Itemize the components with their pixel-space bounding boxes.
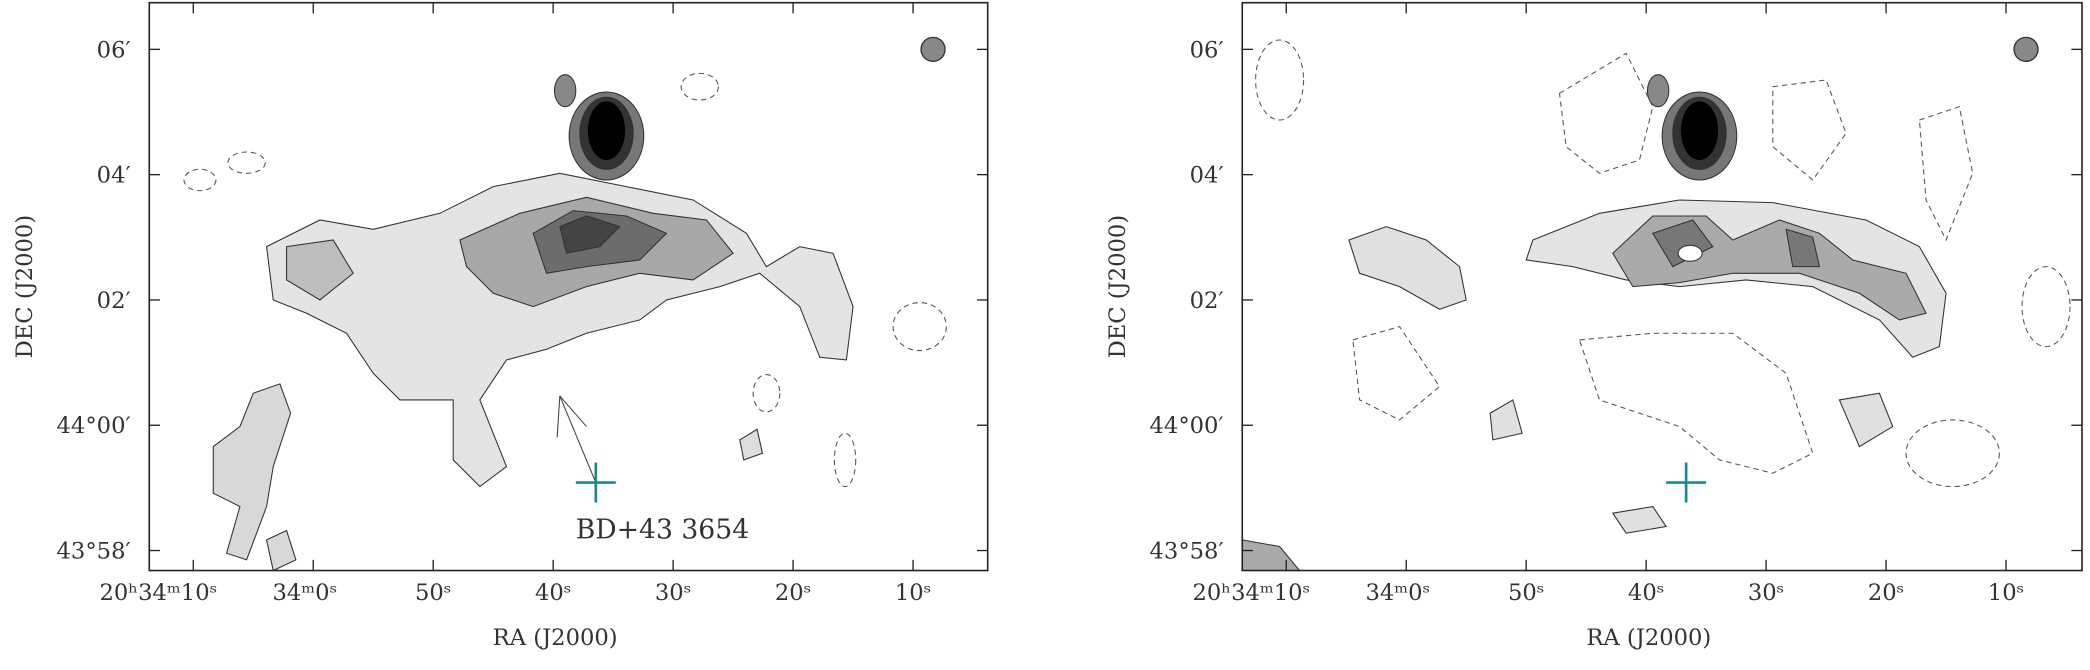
x-axis-label: RA (J2000) <box>493 625 618 651</box>
right-frame <box>1241 1 2083 572</box>
x-tick-label: 10ˢ <box>895 580 931 606</box>
x-tick-label: 50ˢ <box>415 580 451 606</box>
y-tick-label: 06′ <box>1190 37 1224 63</box>
y-tick-label: 44°00′ <box>57 413 131 439</box>
right-map <box>1242 36 2071 571</box>
y-tick-label: 02′ <box>1190 288 1224 314</box>
x-tick-label: 20ˢ <box>1868 580 1904 606</box>
x-tick-label: 50ˢ <box>1508 580 1544 606</box>
y-axis-label: DEC (J2000) <box>12 215 38 359</box>
y-tick-label: 04′ <box>97 163 131 189</box>
x-tick-label: 40ˢ <box>1628 580 1664 606</box>
y-axis-label: DEC (J2000) <box>1105 215 1131 359</box>
y-tick-label: 43°58′ <box>1150 539 1224 565</box>
x-tick-label: 10ˢ <box>1988 580 2024 606</box>
x-tick-label: 34ᵐ0ˢ <box>272 580 337 606</box>
y-tick-label: 02′ <box>97 288 131 314</box>
x-tick-label: 20ʰ34ᵐ10ˢ <box>100 580 218 606</box>
x-axis-label: RA (J2000) <box>1586 625 1711 651</box>
y-tick-label: 06′ <box>97 37 131 63</box>
y-tick-label: 04′ <box>1190 163 1224 189</box>
y-tick-label: 44°00′ <box>1150 413 1224 439</box>
x-tick-label: 40ˢ <box>535 580 571 606</box>
left-map <box>183 36 947 571</box>
x-tick-label: 20ˢ <box>775 580 811 606</box>
x-tick-label: 20ʰ34ᵐ10ˢ <box>1192 580 1310 606</box>
x-tick-label: 30ˢ <box>655 580 691 606</box>
star-label: BD+43 3654 <box>576 515 749 546</box>
x-tick-label: 34ᵐ0ˢ <box>1365 580 1430 606</box>
x-tick-label: 30ˢ <box>1748 580 1784 606</box>
left-frame <box>148 1 989 572</box>
y-tick-label: 43°58′ <box>57 539 131 565</box>
